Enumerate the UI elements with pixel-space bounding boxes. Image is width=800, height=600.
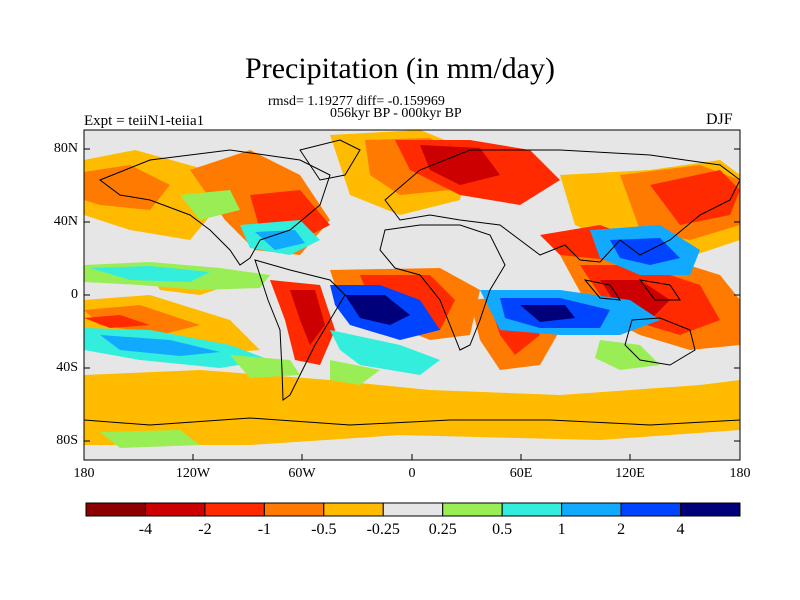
colorbar-swatch	[144, 502, 206, 517]
lon-tick-label: 180	[729, 466, 751, 481]
lat-tick-label: 40S	[56, 360, 78, 375]
positive-anomaly-fields	[84, 190, 700, 448]
colorbar-label: -2	[198, 521, 212, 538]
colorbar-swatch	[442, 502, 503, 517]
axis-ticks	[84, 148, 740, 460]
colorbar-swatch	[323, 502, 384, 517]
colorbar-label: 4	[676, 521, 685, 538]
lon-tick-label: 60W	[288, 466, 316, 481]
lat-tick-label: 40N	[53, 214, 78, 229]
lon-tick-label: 120E	[615, 466, 645, 481]
colorbar-label: -1	[257, 521, 272, 538]
colorbar-swatch	[263, 502, 325, 517]
lon-tick-label: 0	[408, 466, 416, 481]
colorbar-swatch	[204, 502, 265, 517]
colorbar-label: 0.5	[492, 521, 513, 538]
precip-map	[84, 130, 740, 460]
coastlines	[84, 139, 740, 426]
lat-tick-label: 0	[71, 287, 78, 302]
lon-tick-label: 180	[73, 466, 95, 481]
colorbar-label: -4	[138, 521, 153, 538]
colorbar-swatch	[620, 502, 682, 517]
lat-tick-label: 80S	[56, 433, 78, 448]
colorbar-label: -0.25	[366, 521, 400, 538]
colorbar-label: -0.5	[311, 521, 337, 538]
lon-tick-label: 60E	[509, 466, 533, 481]
experiment-label: Expt = teiiN1-teiia1	[84, 113, 205, 129]
stats-text: rmsd= 1.19277 diff= -0.159969	[268, 94, 445, 109]
lat-tick-label: 80N	[53, 141, 78, 156]
colorbar-label: 2	[617, 521, 626, 538]
colorbar-swatch	[680, 502, 741, 517]
period-text: 056kyr BP - 000kyr BP	[330, 106, 462, 121]
colorbar-swatch	[501, 502, 563, 517]
colorbar-label: 1	[557, 521, 566, 538]
colorbar-swatch	[382, 502, 444, 517]
map-title: Precipitation (in mm/day)	[245, 52, 555, 85]
colorbar	[85, 502, 741, 517]
colorbar-swatch	[561, 502, 622, 517]
lon-tick-label: 120W	[175, 466, 211, 481]
season-label: DJF	[706, 111, 733, 128]
colorbar-swatch	[85, 502, 146, 517]
colorbar-label: 0.25	[428, 521, 457, 538]
